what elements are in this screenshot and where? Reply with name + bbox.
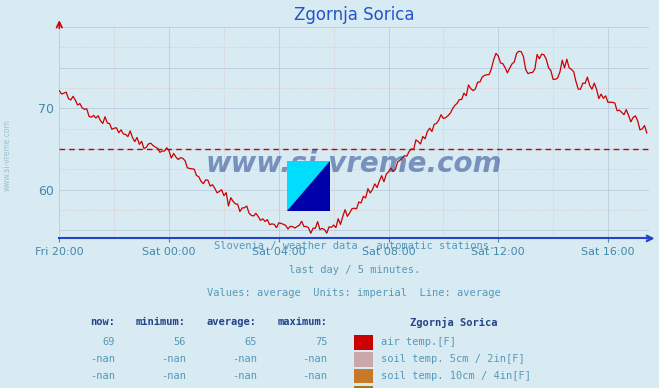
Polygon shape	[287, 161, 330, 211]
Text: -nan: -nan	[161, 354, 186, 364]
Text: -nan: -nan	[232, 371, 257, 381]
Text: soil temp. 10cm / 4in[F]: soil temp. 10cm / 4in[F]	[381, 371, 530, 381]
FancyBboxPatch shape	[355, 335, 373, 350]
Text: air temp.[F]: air temp.[F]	[381, 338, 456, 348]
Text: maximum:: maximum:	[277, 317, 328, 327]
Title: Zgornja Sorica: Zgornja Sorica	[294, 6, 415, 24]
Polygon shape	[287, 161, 330, 211]
Text: -nan: -nan	[161, 371, 186, 381]
Text: -nan: -nan	[302, 354, 328, 364]
Text: Values: average  Units: imperial  Line: average: Values: average Units: imperial Line: av…	[208, 288, 501, 298]
Text: -nan: -nan	[232, 354, 257, 364]
Text: -nan: -nan	[302, 371, 328, 381]
Text: minimum:: minimum:	[136, 317, 186, 327]
Text: 65: 65	[244, 338, 257, 348]
Text: soil temp. 5cm / 2in[F]: soil temp. 5cm / 2in[F]	[381, 354, 525, 364]
Text: Slovenia / weather data - automatic stations.: Slovenia / weather data - automatic stat…	[214, 241, 495, 251]
Text: 75: 75	[315, 338, 328, 348]
Text: www.si-vreme.com: www.si-vreme.com	[3, 119, 12, 191]
Text: average:: average:	[207, 317, 257, 327]
Text: last day / 5 minutes.: last day / 5 minutes.	[289, 265, 420, 275]
Text: -nan: -nan	[90, 354, 115, 364]
Text: www.si-vreme.com: www.si-vreme.com	[206, 151, 502, 178]
Text: now:: now:	[90, 317, 115, 327]
Text: 69: 69	[103, 338, 115, 348]
Text: -nan: -nan	[90, 371, 115, 381]
FancyBboxPatch shape	[355, 352, 373, 367]
Text: 56: 56	[173, 338, 186, 348]
FancyBboxPatch shape	[355, 386, 373, 388]
Polygon shape	[287, 161, 330, 211]
FancyBboxPatch shape	[355, 369, 373, 383]
Text: Zgornja Sorica: Zgornja Sorica	[411, 317, 498, 328]
